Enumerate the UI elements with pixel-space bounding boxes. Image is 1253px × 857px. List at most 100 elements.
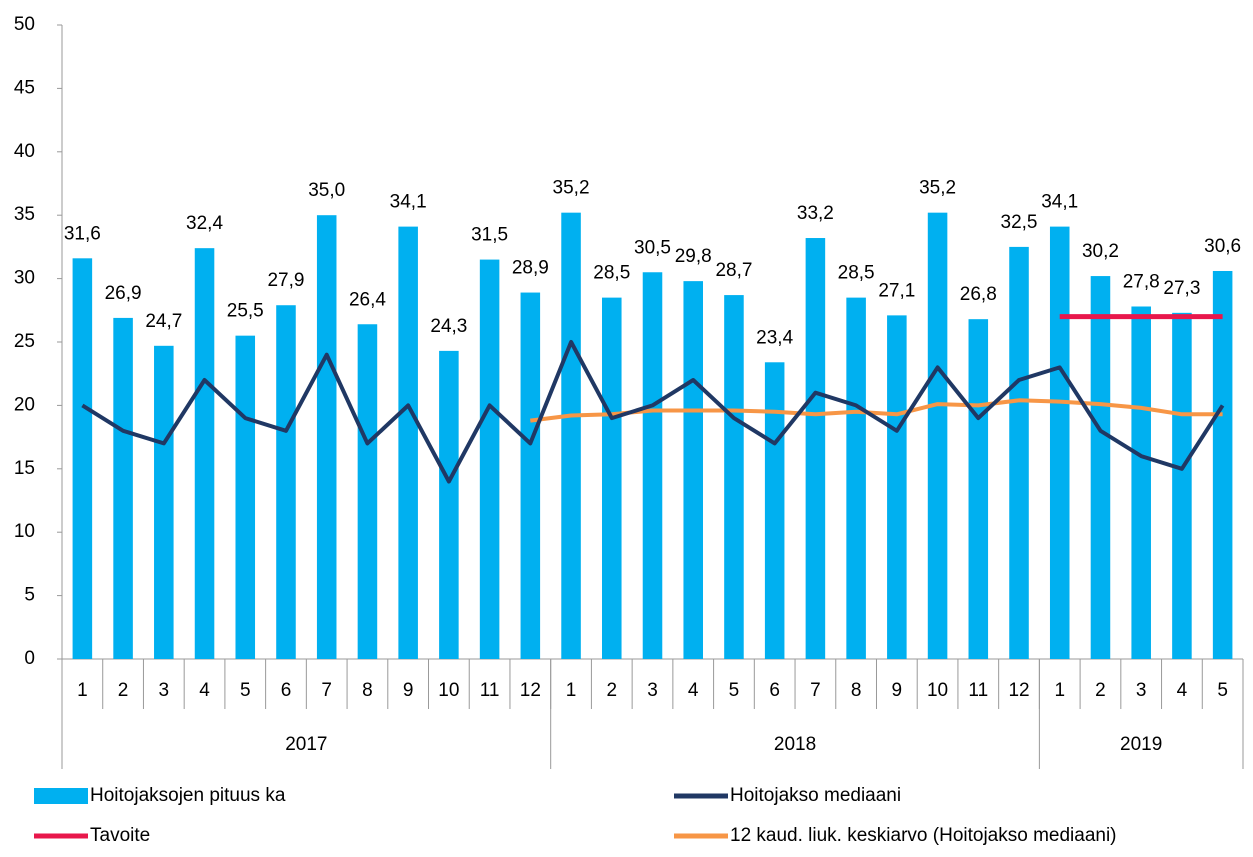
x-tick-label: 2 bbox=[118, 680, 129, 701]
data-label: 29,8 bbox=[675, 246, 712, 267]
data-label: 24,7 bbox=[145, 311, 182, 332]
bar bbox=[113, 317, 133, 659]
data-label: 27,8 bbox=[1123, 272, 1160, 293]
bar bbox=[968, 319, 989, 659]
x-tick-label: 7 bbox=[810, 680, 821, 701]
data-label: 33,2 bbox=[797, 203, 834, 224]
x-tick-label: 12 bbox=[1008, 680, 1029, 701]
bar bbox=[439, 350, 459, 659]
x-tick-label: 10 bbox=[438, 680, 459, 701]
x-tick-label: 1 bbox=[77, 680, 88, 701]
x-tick-label: 9 bbox=[892, 680, 903, 701]
bar bbox=[520, 292, 541, 659]
x-tick-label: 1 bbox=[566, 680, 577, 701]
data-label: 30,2 bbox=[1082, 241, 1119, 262]
line bbox=[81, 340, 1225, 484]
bar bbox=[276, 305, 296, 659]
x-tick-label: 8 bbox=[851, 680, 862, 701]
data-label: 32,5 bbox=[1001, 212, 1038, 233]
data-label: 27,1 bbox=[878, 280, 915, 301]
y-tick-label: 15 bbox=[14, 458, 35, 479]
x-tick-label: 6 bbox=[281, 680, 292, 701]
x-tick-label: 4 bbox=[1177, 680, 1188, 701]
legend-label: Tavoite bbox=[90, 825, 150, 846]
bar bbox=[927, 212, 948, 659]
x-tick-label: 5 bbox=[729, 680, 740, 701]
x-tick-label: 12 bbox=[520, 680, 541, 701]
group-label: 2018 bbox=[774, 734, 816, 755]
data-label: 30,5 bbox=[634, 237, 671, 258]
data-label: 26,4 bbox=[349, 289, 386, 310]
data-label: 32,4 bbox=[186, 213, 223, 234]
x-tick-label: 6 bbox=[769, 680, 780, 701]
data-label: 28,9 bbox=[512, 258, 549, 279]
data-label: 25,5 bbox=[227, 301, 264, 322]
data-label: 34,1 bbox=[390, 192, 427, 213]
bar bbox=[1049, 226, 1070, 659]
bar bbox=[235, 335, 256, 659]
bar bbox=[724, 295, 744, 659]
bar bbox=[1172, 312, 1192, 659]
bar bbox=[1090, 276, 1111, 659]
x-tick-label: 10 bbox=[927, 680, 948, 701]
y-tick-label: 45 bbox=[14, 77, 35, 98]
bar bbox=[72, 258, 93, 659]
data-label: 28,5 bbox=[838, 263, 875, 284]
bar bbox=[154, 345, 174, 659]
data-label: 26,9 bbox=[105, 283, 142, 304]
y-tick-label: 40 bbox=[14, 141, 35, 162]
bar bbox=[561, 212, 581, 659]
y-tick-label: 20 bbox=[14, 394, 35, 415]
y-tick-label: 30 bbox=[14, 268, 35, 289]
bar bbox=[398, 226, 418, 659]
bar bbox=[1009, 246, 1029, 659]
x-tick-label: 3 bbox=[159, 680, 170, 701]
x-tick-label: 11 bbox=[480, 680, 500, 701]
legend-label: 12 kaud. liuk. keskiarvo (Hoitojakso med… bbox=[730, 825, 1117, 846]
data-label: 28,7 bbox=[715, 260, 752, 281]
group-label: 2017 bbox=[285, 734, 327, 755]
data-label: 31,5 bbox=[471, 225, 508, 246]
bar bbox=[1212, 270, 1233, 659]
x-tick-label: 5 bbox=[1217, 680, 1228, 701]
data-label: 26,8 bbox=[960, 284, 997, 305]
bar bbox=[805, 238, 826, 660]
x-tick-label: 5 bbox=[240, 680, 251, 701]
bar bbox=[1131, 306, 1151, 659]
legend-label: Hoitojakso mediaani bbox=[730, 785, 901, 806]
x-tick-label: 4 bbox=[688, 680, 699, 701]
x-tick-label: 4 bbox=[199, 680, 210, 701]
y-tick-label: 10 bbox=[14, 521, 35, 542]
data-label: 23,4 bbox=[756, 327, 793, 348]
y-tick-label: 25 bbox=[14, 331, 35, 352]
x-tick-label: 3 bbox=[1136, 680, 1147, 701]
x-tick-label: 9 bbox=[403, 680, 414, 701]
data-label: 28,5 bbox=[593, 263, 630, 284]
data-label: 27,3 bbox=[1163, 278, 1200, 299]
data-label: 31,6 bbox=[64, 223, 101, 244]
bar bbox=[642, 272, 663, 659]
bar bbox=[479, 259, 500, 659]
group-label: 2019 bbox=[1120, 734, 1162, 755]
data-label: 35,2 bbox=[919, 178, 956, 199]
y-tick-label: 5 bbox=[24, 585, 35, 606]
bar bbox=[846, 297, 866, 659]
bar bbox=[316, 215, 337, 659]
x-tick-label: 7 bbox=[321, 680, 332, 701]
x-tick-label: 2 bbox=[1095, 680, 1106, 701]
bar bbox=[683, 281, 703, 659]
x-tick-label: 8 bbox=[362, 680, 373, 701]
legend-label: Hoitojaksojen pituus ka bbox=[90, 785, 286, 806]
bar bbox=[194, 248, 215, 659]
data-label: 34,1 bbox=[1041, 192, 1078, 213]
data-label: 35,2 bbox=[553, 178, 590, 199]
legend-swatch bbox=[34, 788, 88, 804]
y-tick-label: 50 bbox=[14, 14, 35, 35]
line bbox=[530, 398, 1223, 423]
bar bbox=[602, 297, 622, 659]
y-tick-label: 35 bbox=[14, 204, 35, 225]
x-tick-label: 2 bbox=[606, 680, 617, 701]
data-label: 30,6 bbox=[1204, 236, 1241, 257]
x-tick-label: 1 bbox=[1054, 680, 1065, 701]
